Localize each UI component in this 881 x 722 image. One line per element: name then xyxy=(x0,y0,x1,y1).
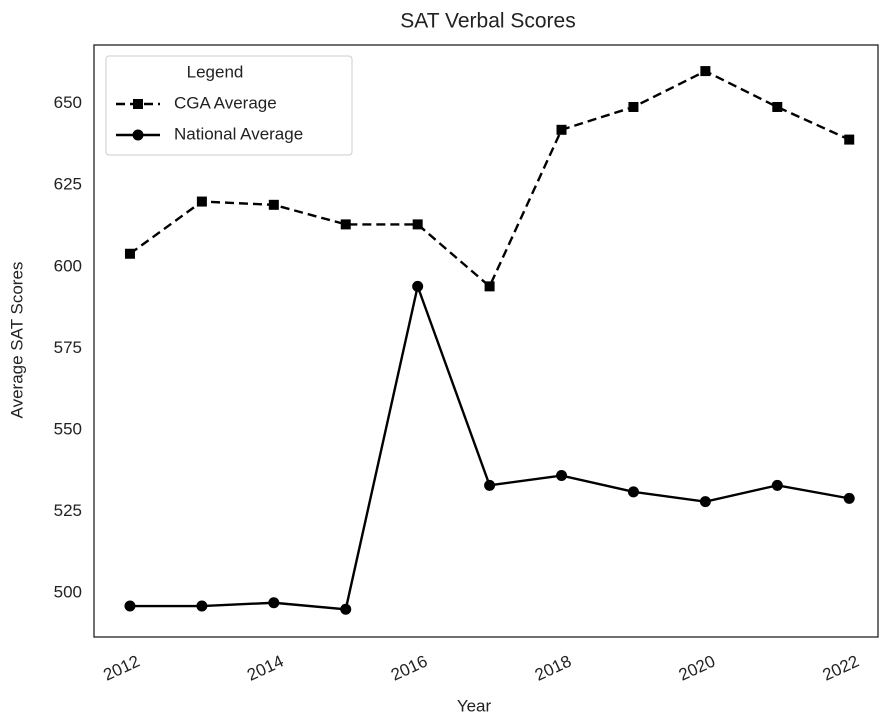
marker xyxy=(132,129,144,141)
series-line xyxy=(129,282,850,611)
marker xyxy=(268,597,280,609)
marker xyxy=(196,600,208,612)
y-tick-label: 500 xyxy=(54,582,82,601)
x-tick-label: 2018 xyxy=(532,651,574,684)
y-tick-label: 625 xyxy=(54,175,82,194)
legend-title: Legend xyxy=(187,62,244,81)
marker xyxy=(484,479,496,491)
marker xyxy=(340,219,351,230)
plot-frame xyxy=(93,44,879,638)
marker xyxy=(556,470,568,482)
marker xyxy=(124,248,135,259)
x-tick-label: 2014 xyxy=(244,651,286,684)
legend-label: CGA Average xyxy=(174,93,277,112)
y-axis-label: Average SAT Scores xyxy=(7,262,26,419)
marker xyxy=(700,66,711,77)
series-line xyxy=(129,69,850,289)
marker xyxy=(124,600,136,612)
y-tick-label: 650 xyxy=(54,93,82,112)
x-tick-label: 2016 xyxy=(388,651,430,684)
marker xyxy=(556,124,567,135)
chart-title: SAT Verbal Scores xyxy=(400,10,575,33)
y-tick-label: 600 xyxy=(54,256,82,275)
marker xyxy=(628,101,639,112)
marker xyxy=(268,199,279,210)
marker xyxy=(196,196,207,207)
marker xyxy=(340,603,352,615)
legend-label: National Average xyxy=(174,124,303,143)
y-tick-label: 575 xyxy=(54,338,82,357)
marker xyxy=(772,101,783,112)
marker xyxy=(627,486,639,498)
marker xyxy=(484,281,495,292)
y-tick-label: 550 xyxy=(54,419,82,438)
y-tick-label: 525 xyxy=(54,501,82,520)
x-tick-label: 2022 xyxy=(820,651,862,684)
marker xyxy=(412,280,424,292)
marker xyxy=(771,479,783,491)
marker xyxy=(843,492,855,504)
marker xyxy=(133,99,143,109)
x-tick-label: 2020 xyxy=(676,651,718,684)
marker xyxy=(844,134,855,145)
marker xyxy=(412,219,423,230)
legend-box xyxy=(105,55,353,156)
x-tick-label: 2012 xyxy=(100,651,142,684)
marker xyxy=(699,496,711,508)
x-axis-label: Year xyxy=(457,696,492,715)
